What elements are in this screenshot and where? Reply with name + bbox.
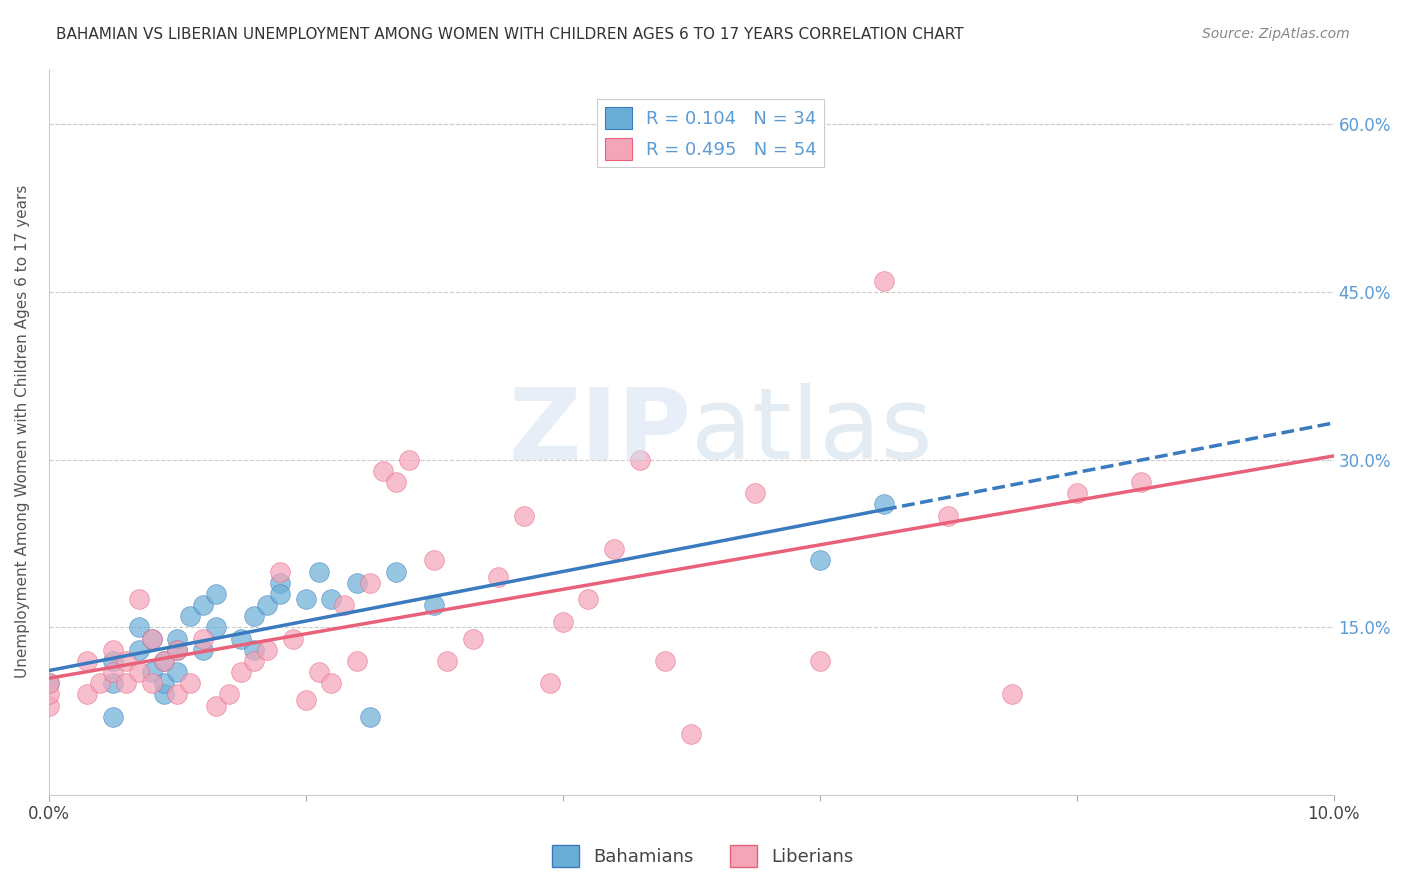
Point — [231, 665, 253, 679]
Point — [141, 676, 163, 690]
Point — [166, 632, 188, 646]
Point — [243, 642, 266, 657]
Text: atlas: atlas — [692, 384, 932, 480]
Point — [423, 553, 446, 567]
Point — [191, 642, 214, 657]
Point — [294, 693, 316, 707]
Point — [166, 665, 188, 679]
Point — [38, 698, 60, 713]
Point — [269, 587, 291, 601]
Point — [38, 676, 60, 690]
Point — [873, 498, 896, 512]
Point — [166, 688, 188, 702]
Point — [115, 654, 138, 668]
Point — [231, 632, 253, 646]
Point — [179, 609, 201, 624]
Point — [166, 642, 188, 657]
Legend: R = 0.104   N = 34, R = 0.495   N = 54: R = 0.104 N = 34, R = 0.495 N = 54 — [598, 99, 824, 167]
Point — [603, 542, 626, 557]
Point — [873, 274, 896, 288]
Point — [243, 654, 266, 668]
Point — [101, 642, 124, 657]
Point — [204, 587, 226, 601]
Point — [179, 676, 201, 690]
Point — [128, 620, 150, 634]
Point — [321, 592, 343, 607]
Point — [153, 676, 176, 690]
Point — [654, 654, 676, 668]
Legend: Bahamians, Liberians: Bahamians, Liberians — [546, 838, 860, 874]
Point — [384, 565, 406, 579]
Point — [371, 464, 394, 478]
Point — [101, 676, 124, 690]
Point — [153, 654, 176, 668]
Point — [538, 676, 561, 690]
Point — [346, 575, 368, 590]
Text: Source: ZipAtlas.com: Source: ZipAtlas.com — [1202, 27, 1350, 41]
Point — [128, 592, 150, 607]
Point — [141, 632, 163, 646]
Point — [359, 710, 381, 724]
Point — [256, 642, 278, 657]
Point — [38, 688, 60, 702]
Point — [101, 654, 124, 668]
Point — [398, 452, 420, 467]
Point — [294, 592, 316, 607]
Point — [359, 575, 381, 590]
Y-axis label: Unemployment Among Women with Children Ages 6 to 17 years: Unemployment Among Women with Children A… — [15, 186, 30, 679]
Point — [281, 632, 304, 646]
Point — [936, 508, 959, 523]
Point — [269, 575, 291, 590]
Point — [321, 676, 343, 690]
Point — [744, 486, 766, 500]
Point — [436, 654, 458, 668]
Point — [243, 609, 266, 624]
Point — [76, 688, 98, 702]
Point — [141, 665, 163, 679]
Point — [1001, 688, 1024, 702]
Point — [551, 615, 574, 629]
Point — [333, 598, 356, 612]
Point — [269, 565, 291, 579]
Point — [204, 620, 226, 634]
Point — [513, 508, 536, 523]
Point — [38, 676, 60, 690]
Point — [346, 654, 368, 668]
Point — [461, 632, 484, 646]
Point — [308, 665, 330, 679]
Point — [89, 676, 111, 690]
Point — [191, 632, 214, 646]
Point — [204, 698, 226, 713]
Text: ZIP: ZIP — [509, 384, 692, 480]
Point — [628, 452, 651, 467]
Point — [101, 665, 124, 679]
Point — [1129, 475, 1152, 489]
Point — [141, 632, 163, 646]
Point — [808, 553, 831, 567]
Point — [808, 654, 831, 668]
Point — [128, 665, 150, 679]
Point — [115, 676, 138, 690]
Point — [681, 726, 703, 740]
Point — [256, 598, 278, 612]
Point — [423, 598, 446, 612]
Point — [101, 710, 124, 724]
Point — [1066, 486, 1088, 500]
Point — [153, 654, 176, 668]
Point — [488, 570, 510, 584]
Point — [153, 688, 176, 702]
Text: BAHAMIAN VS LIBERIAN UNEMPLOYMENT AMONG WOMEN WITH CHILDREN AGES 6 TO 17 YEARS C: BAHAMIAN VS LIBERIAN UNEMPLOYMENT AMONG … — [56, 27, 965, 42]
Point — [308, 565, 330, 579]
Point — [384, 475, 406, 489]
Point — [76, 654, 98, 668]
Point — [218, 688, 240, 702]
Point — [191, 598, 214, 612]
Point — [166, 642, 188, 657]
Point — [576, 592, 599, 607]
Point — [128, 642, 150, 657]
